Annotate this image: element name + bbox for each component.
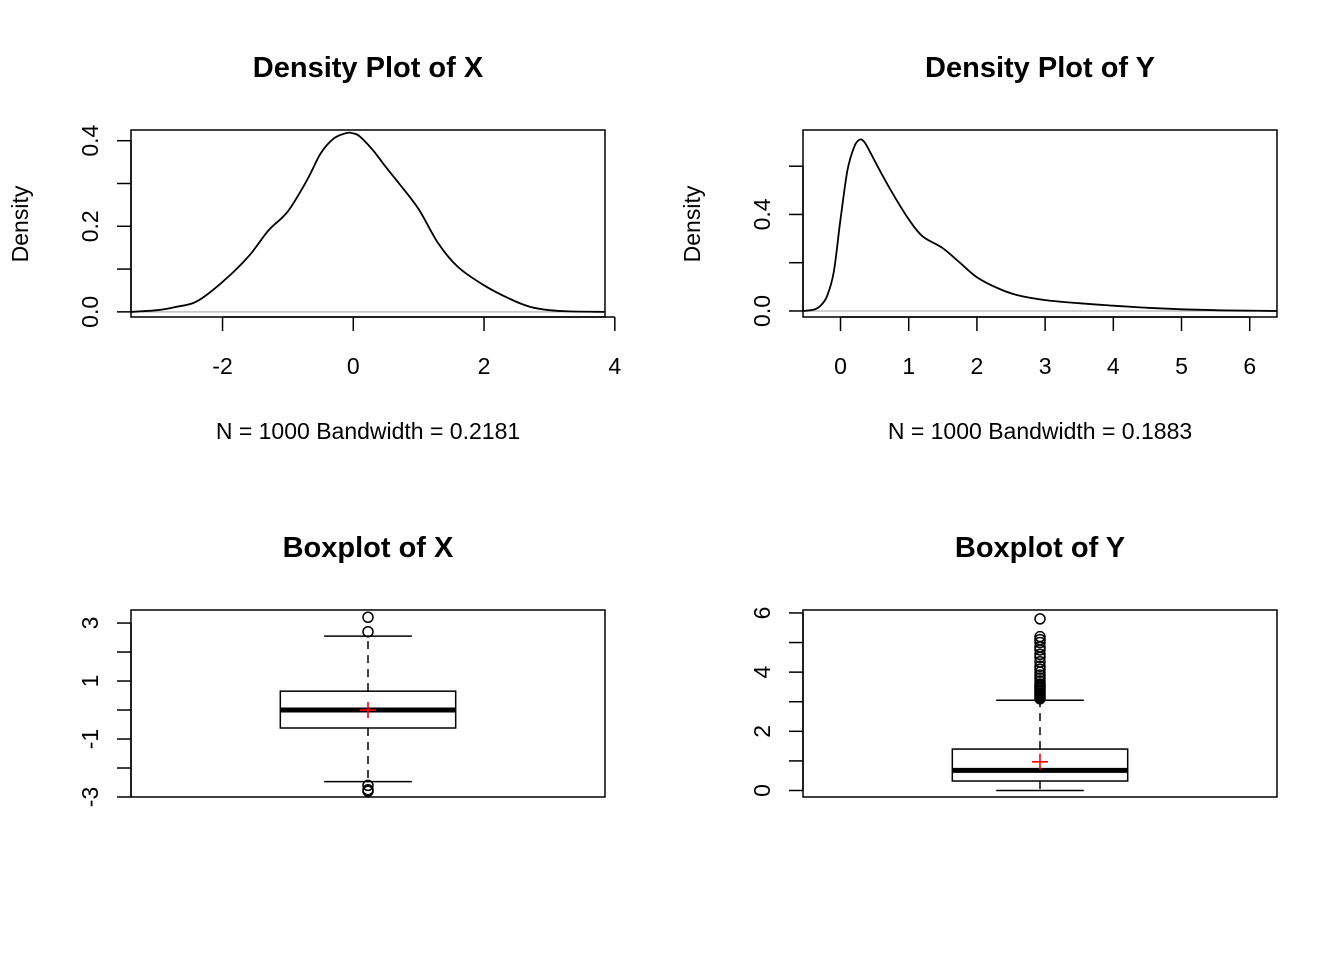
outlier-point [362, 611, 374, 623]
chart-title: Density Plot of Y [925, 52, 1155, 84]
outlier-point [1034, 675, 1046, 687]
x-tick-label: 1 [902, 353, 915, 379]
outlier-point [1034, 630, 1046, 643]
density-plot-x: Density Plot of X N = 1000 Bandwidth = 0… [7, 52, 621, 444]
y-tick-label: 0.4 [749, 198, 775, 230]
outlier-point [1034, 648, 1046, 661]
boxplot-x: Boxplot of X -3 -1 1 3 [77, 532, 606, 807]
y-tick-label: -3 [77, 787, 103, 807]
plot-frame [130, 129, 606, 318]
boxplot-y: Boxplot of Y 0 2 4 6 [749, 532, 1278, 798]
outlier-point [1034, 678, 1046, 690]
x-tick-label: 4 [1107, 353, 1120, 379]
x-tick-label: 2 [478, 353, 491, 379]
density-plot-y: Density Plot of Y N = 1000 Bandwidth = 0… [679, 52, 1278, 444]
outlier-point [1034, 656, 1046, 668]
density-curve [130, 131, 606, 313]
y-tick-label: 0.4 [77, 125, 103, 157]
outlier-point [1034, 636, 1046, 649]
x-tick-label: 6 [1243, 353, 1256, 379]
y-tick-label: 4 [749, 666, 775, 679]
x-tick-label: 5 [1175, 353, 1188, 379]
chart-title: Density Plot of X [253, 52, 484, 84]
y-tick-label: -1 [77, 729, 103, 749]
y-tick-label: 6 [749, 607, 775, 620]
outlier-point [362, 785, 374, 797]
outlier-point [1034, 672, 1046, 684]
outlier-point [1034, 613, 1046, 625]
x-axis-label: N = 1000 Bandwidth = 0.1883 [888, 418, 1192, 444]
outlier-point [1034, 663, 1046, 675]
outlier-point [1034, 633, 1046, 646]
density-curve [802, 138, 1278, 312]
x-tick-label: 0 [347, 353, 360, 379]
outlier-point [362, 625, 374, 638]
x-tick-label: 2 [971, 353, 984, 379]
chart-title: Boxplot of X [283, 532, 454, 564]
x-tick-label: -2 [212, 353, 232, 379]
x-tick-label: 4 [608, 353, 621, 379]
y-tick-label: 0 [749, 784, 775, 797]
chart-title: Boxplot of Y [955, 532, 1125, 564]
y-axis-label: Density [679, 185, 705, 262]
x-tick-label: 3 [1039, 353, 1052, 379]
y-tick-label: 0.2 [77, 210, 103, 242]
y-tick-label: 2 [749, 725, 775, 738]
outlier-point [1034, 660, 1046, 672]
mean-marker [1032, 753, 1048, 770]
outlier-point [1034, 669, 1046, 681]
y-tick-label: 0.0 [77, 296, 103, 328]
outlier-point [362, 779, 374, 792]
y-axis-label: Density [7, 185, 33, 262]
x-tick-label: 0 [834, 353, 847, 379]
x-axis-label: N = 1000 Bandwidth = 0.2181 [216, 418, 520, 444]
y-tick-label: 1 [77, 675, 103, 688]
y-tick-label: 0.0 [749, 295, 775, 327]
y-tick-label: 3 [77, 617, 103, 630]
mean-marker [360, 702, 376, 719]
